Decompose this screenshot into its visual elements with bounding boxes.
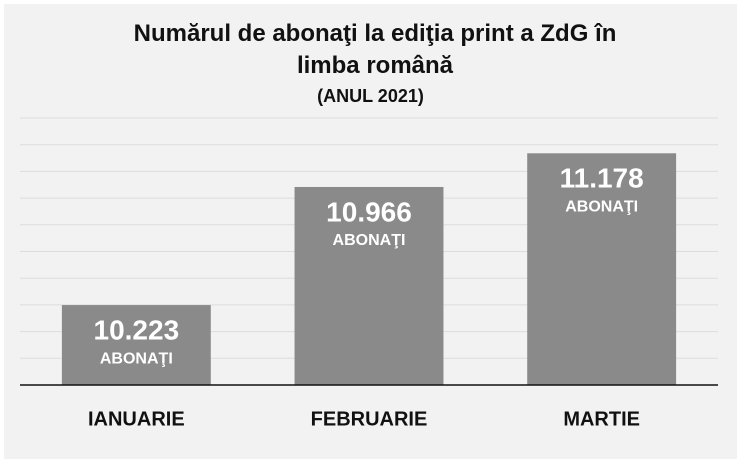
bar — [527, 153, 677, 385]
unit-label: ABONAŢI — [565, 199, 638, 216]
value-label: 11.178 — [560, 163, 644, 194]
x-tick-label: FEBRUARIE — [311, 408, 428, 430]
value-label: 10.966 — [326, 196, 412, 227]
bar — [61, 305, 211, 385]
unit-label: ABONAŢI — [100, 350, 173, 367]
value-label: 10.223 — [94, 314, 180, 345]
chart-title: Numărul de abonaţi la ediţia print a ZdG… — [133, 20, 617, 79]
chart-subtitle: (ANUL 2021) — [317, 86, 424, 106]
bar — [294, 186, 444, 385]
unit-label: ABONAŢI — [333, 232, 406, 249]
x-tick-label: MARTIE — [563, 408, 640, 430]
x-tick-label: IANUARIE — [88, 408, 185, 430]
